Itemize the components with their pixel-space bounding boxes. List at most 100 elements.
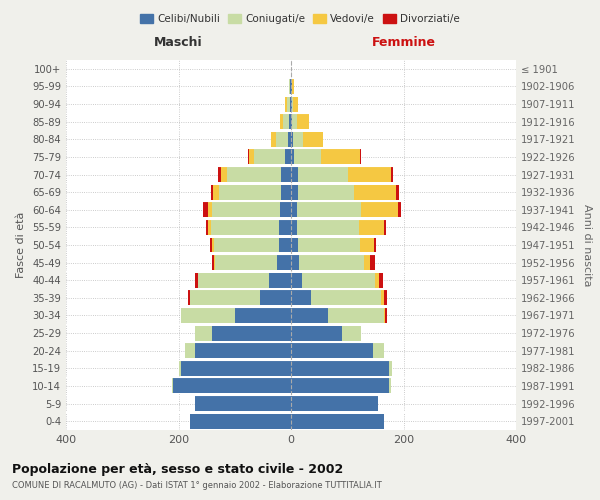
Bar xyxy=(280,114,283,129)
Bar xyxy=(341,326,361,340)
Bar xyxy=(311,290,381,306)
Bar xyxy=(398,202,401,218)
Bar xyxy=(281,184,291,200)
Bar xyxy=(215,255,277,270)
Bar xyxy=(286,96,287,112)
Bar xyxy=(249,150,254,164)
Bar xyxy=(196,396,291,411)
Bar xyxy=(364,255,370,270)
Bar xyxy=(291,220,296,235)
Bar xyxy=(291,184,298,200)
Bar xyxy=(291,273,302,287)
Bar xyxy=(291,167,298,182)
Bar xyxy=(288,132,291,147)
Bar xyxy=(254,150,286,164)
Bar xyxy=(260,290,291,306)
Bar xyxy=(328,308,384,323)
Bar xyxy=(291,414,384,428)
Bar xyxy=(298,167,349,182)
Bar xyxy=(203,202,208,218)
Bar xyxy=(208,220,211,235)
Bar xyxy=(179,361,181,376)
Bar xyxy=(292,96,293,112)
Bar xyxy=(373,343,384,358)
Bar xyxy=(291,308,328,323)
Bar xyxy=(196,343,291,358)
Bar xyxy=(384,308,385,323)
Bar xyxy=(291,114,292,129)
Bar xyxy=(283,114,289,129)
Bar xyxy=(384,220,386,235)
Bar xyxy=(291,326,341,340)
Bar xyxy=(289,114,291,129)
Bar xyxy=(212,255,214,270)
Bar xyxy=(214,238,278,252)
Bar xyxy=(389,378,391,394)
Bar xyxy=(212,238,214,252)
Bar xyxy=(389,361,392,376)
Bar xyxy=(291,396,378,411)
Bar xyxy=(291,150,294,164)
Bar xyxy=(354,184,396,200)
Bar xyxy=(190,414,291,428)
Bar xyxy=(214,255,215,270)
Bar xyxy=(198,273,269,287)
Bar xyxy=(181,361,291,376)
Bar xyxy=(208,202,212,218)
Bar xyxy=(196,273,197,287)
Bar xyxy=(173,378,291,394)
Bar xyxy=(276,132,288,147)
Text: Femmine: Femmine xyxy=(371,36,436,50)
Bar xyxy=(290,96,291,112)
Bar xyxy=(321,150,360,164)
Bar xyxy=(185,343,196,358)
Bar xyxy=(376,273,379,287)
Bar xyxy=(287,96,290,112)
Legend: Celibi/Nubili, Coniugati/e, Vedovi/e, Divorziati/e: Celibi/Nubili, Coniugati/e, Vedovi/e, Di… xyxy=(136,10,464,29)
Bar xyxy=(296,114,309,129)
Bar xyxy=(280,202,291,218)
Bar xyxy=(293,96,298,112)
Bar xyxy=(349,167,391,182)
Bar xyxy=(210,238,212,252)
Bar xyxy=(359,238,374,252)
Bar xyxy=(298,184,354,200)
Bar xyxy=(278,220,291,235)
Bar xyxy=(286,150,291,164)
Bar xyxy=(291,361,389,376)
Bar xyxy=(218,167,221,182)
Bar xyxy=(227,167,281,182)
Text: Maschi: Maschi xyxy=(154,36,203,50)
Bar xyxy=(281,167,291,182)
Bar xyxy=(374,238,376,252)
Bar xyxy=(294,150,321,164)
Bar xyxy=(291,378,389,394)
Bar xyxy=(212,326,291,340)
Bar xyxy=(291,238,298,252)
Bar xyxy=(289,79,290,94)
Bar xyxy=(248,150,249,164)
Bar xyxy=(292,114,296,129)
Bar xyxy=(269,273,291,287)
Bar xyxy=(219,184,281,200)
Bar xyxy=(296,220,359,235)
Bar xyxy=(292,79,294,94)
Bar xyxy=(293,132,303,147)
Bar xyxy=(303,132,323,147)
Bar xyxy=(278,238,291,252)
Bar xyxy=(291,202,296,218)
Bar xyxy=(361,202,398,218)
Bar xyxy=(181,308,235,323)
Text: COMUNE DI RACALMUTO (AG) - Dati ISTAT 1° gennaio 2002 - Elaborazione TUTTITALIA.: COMUNE DI RACALMUTO (AG) - Dati ISTAT 1°… xyxy=(12,481,382,490)
Bar xyxy=(379,273,383,287)
Bar xyxy=(291,343,373,358)
Bar xyxy=(196,326,212,340)
Bar xyxy=(214,184,219,200)
Bar xyxy=(302,273,376,287)
Bar xyxy=(211,184,214,200)
Bar xyxy=(188,290,190,306)
Y-axis label: Fasce di età: Fasce di età xyxy=(16,212,26,278)
Bar xyxy=(384,290,387,306)
Bar xyxy=(211,220,278,235)
Bar xyxy=(385,308,386,323)
